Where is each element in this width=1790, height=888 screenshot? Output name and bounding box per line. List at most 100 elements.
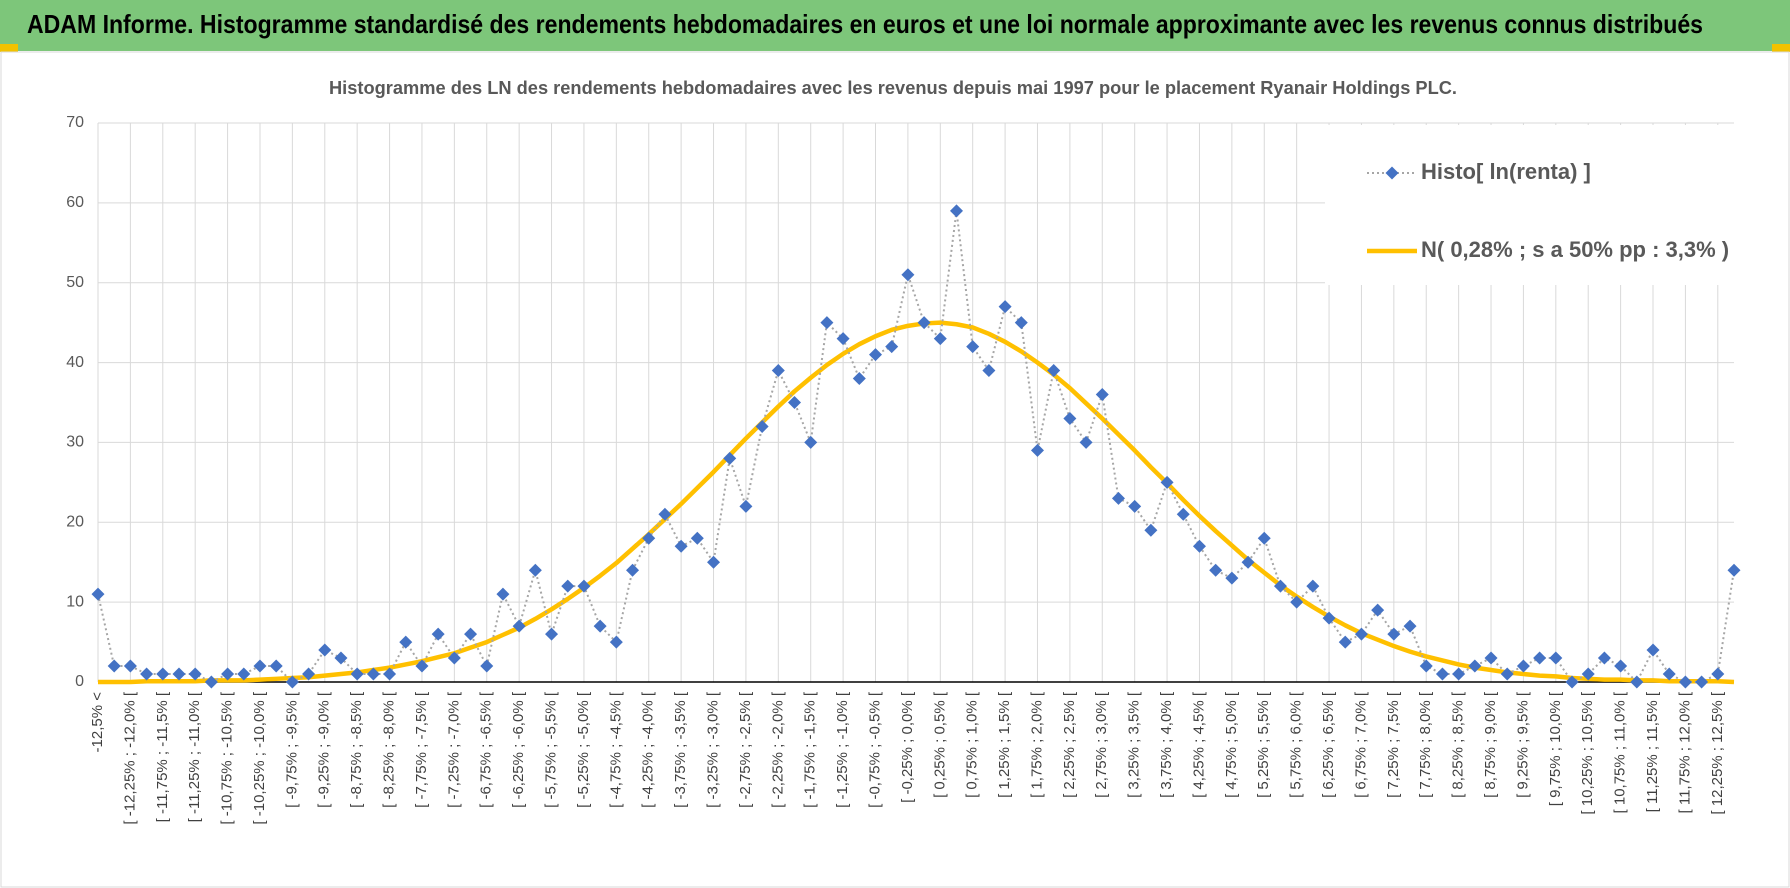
data-point [1533, 651, 1547, 665]
data-point [949, 204, 963, 218]
data-point [1225, 571, 1239, 585]
data-point [188, 667, 202, 681]
data-point [820, 316, 834, 330]
data-point [561, 579, 575, 593]
data-point [302, 667, 316, 681]
data-point [172, 667, 186, 681]
data-point [366, 667, 380, 681]
x-tick-label: [ 9,25% ; 9,5% [ [1514, 691, 1531, 798]
data-point [771, 364, 785, 378]
x-tick-label: [ 10,25% ; 10,5% [ [1579, 691, 1596, 814]
data-point [1290, 595, 1304, 609]
x-tick-label: [ -0,75% ; -0,5% [ [866, 691, 883, 808]
data-point [1030, 443, 1044, 457]
data-point [1047, 364, 1061, 378]
data-point [156, 667, 170, 681]
x-tick-label: [ 4,75% ; 5,0% [ [1223, 691, 1240, 798]
data-point [221, 667, 235, 681]
data-point [1354, 627, 1368, 641]
x-tick-label: [ 3,25% ; 3,5% [ [1126, 691, 1143, 798]
x-tick-label: [ 11,25% ; 11,5% [ [1644, 691, 1661, 812]
data-point [1549, 651, 1563, 665]
x-tick-label: [ -5,25% ; -5,0% [ [575, 691, 592, 808]
x-tick-label: [ -0,25% ; 0,0% [ [899, 691, 916, 803]
y-tick-label: 40 [66, 354, 84, 371]
data-point [836, 332, 850, 346]
data-point [998, 300, 1012, 314]
data-point [1176, 507, 1190, 521]
x-tick-label: [ 0,25% ; 0,5% [ [931, 691, 948, 798]
data-point [1727, 563, 1741, 577]
x-tick-label: [ 3,75% ; 4,0% [ [1158, 691, 1175, 798]
data-point [674, 539, 688, 553]
data-point [545, 627, 559, 641]
data-point [933, 332, 947, 346]
data-point [1565, 675, 1579, 689]
header-corner [0, 44, 18, 52]
data-point [707, 555, 721, 569]
data-point [1695, 675, 1709, 689]
x-tick-label: [ -2,25% ; -2,0% [ [769, 691, 786, 808]
data-point [1241, 555, 1255, 569]
x-tick-label: [ 12,25% ; 12,5% [ [1709, 691, 1726, 814]
data-point [1111, 491, 1125, 505]
x-tick-label: [ -11,75% ; -11,5% [ [154, 691, 171, 822]
data-point [593, 619, 607, 633]
data-point [269, 659, 283, 673]
chart-title: Histogramme des LN des rendements hebdom… [329, 78, 1457, 98]
data-point [885, 340, 899, 354]
data-point [204, 675, 218, 689]
data-point [626, 563, 640, 577]
data-point [1662, 667, 1676, 681]
data-point [1678, 675, 1692, 689]
data-point [1014, 316, 1028, 330]
x-tick-label: [ -10,75% ; -10,5% [ [219, 691, 236, 824]
x-tick-label: -12,5% < [89, 692, 106, 753]
x-tick-label: [ 0,75% ; 1,0% [ [964, 691, 981, 798]
data-point [901, 268, 915, 282]
data-point [1516, 659, 1530, 673]
data-point [1419, 659, 1433, 673]
y-tick-label: 30 [66, 434, 84, 451]
data-point [852, 372, 866, 386]
data-point [383, 667, 397, 681]
data-point [577, 579, 591, 593]
x-tick-label: [ 9,75% ; 10,0% [ [1547, 691, 1564, 806]
data-point [1711, 667, 1725, 681]
legend-label: N( 0,28% ; s a 50% pp : 3,3% ) [1421, 237, 1729, 262]
x-tick-label: [ -1,75% ; -1,5% [ [802, 691, 819, 808]
x-tick-label: [ 4,25% ; 4,5% [ [1190, 691, 1207, 798]
x-tick-label: [ 8,75% ; 9,0% [ [1482, 691, 1499, 798]
data-point [1273, 579, 1287, 593]
x-tick-label: [ -7,75% ; -7,5% [ [413, 691, 430, 808]
x-tick-label: [ -2,75% ; -2,5% [ [737, 691, 754, 808]
x-tick-label: [ 8,25% ; 8,5% [ [1450, 691, 1467, 798]
data-point [1095, 388, 1109, 402]
x-tick-label: [ 10,75% ; 11,0% [ [1612, 691, 1629, 813]
data-point [350, 667, 364, 681]
x-tick-label: [ -3,25% ; -3,0% [ [704, 691, 721, 808]
data-point [107, 659, 121, 673]
data-point [415, 659, 429, 673]
header-bar [0, 0, 1790, 51]
data-point [528, 563, 542, 577]
data-point [1063, 411, 1077, 425]
x-tick-label: [ 11,75% ; 12,0% [ [1676, 691, 1693, 813]
header-corner [1772, 44, 1790, 52]
x-tick-label: [ 7,75% ; 8,0% [ [1417, 691, 1434, 798]
data-point [658, 507, 672, 521]
data-point [982, 364, 996, 378]
x-tick-label: [ -9,25% ; -9,0% [ [316, 691, 333, 808]
page-title: ADAM Informe. Histogramme standardisé de… [27, 9, 1703, 39]
data-point [1209, 563, 1223, 577]
data-point [1192, 539, 1206, 553]
data-point [788, 396, 802, 409]
data-point [869, 348, 883, 362]
x-tick-label: [ 7,25% ; 7,5% [ [1385, 691, 1402, 798]
x-tick-label: [ -9,75% ; -9,5% [ [283, 691, 300, 808]
x-tick-label: [ -8,75% ; -8,5% [ [348, 691, 365, 808]
data-point [512, 619, 526, 633]
x-tick-label: [ -5,75% ; -5,5% [ [543, 691, 560, 808]
data-point [1371, 603, 1385, 617]
